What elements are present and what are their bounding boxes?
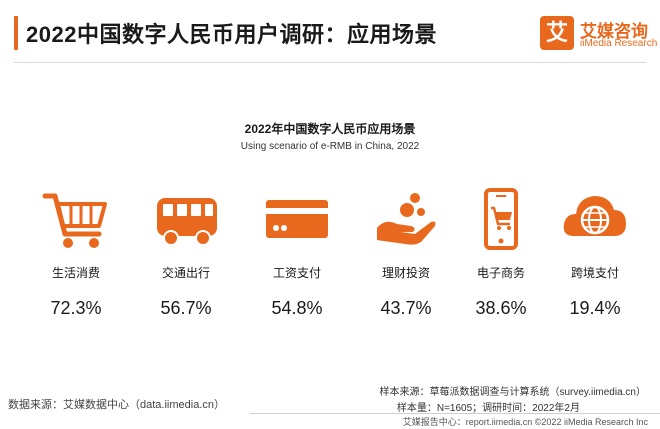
credit-card-icon [266,200,328,238]
scenario-item: 生活消费 72.3% [26,188,126,318]
scenario-item: 工资支付 54.8% [247,188,347,318]
copyright: 艾媒报告中心：report.iimedia.cn ©2022 iiMedia R… [402,417,648,427]
scenario-label: 电子商务 [476,266,525,280]
scenario-item: 电子商务 38.6% [451,188,551,318]
header-divider [14,62,646,63]
shopping-cart-icon [42,193,107,248]
scenario-value: 19.4% [569,298,621,318]
data-source: 数据来源：艾媒数据中心（data.iimedia.cn） [8,399,225,411]
mobile-shop-icon [484,188,518,250]
scenario-label: 工资支付 [272,266,321,280]
brand-logo-block: 艾 艾媒咨询 iiMedia Research [540,16,658,54]
scenario-item: 交通出行 56.7% [136,188,236,318]
scenario-label: 跨境支付 [570,266,619,280]
brand-name: 艾媒咨询 [580,22,648,41]
scenario-item: 理财投资 43.7% [356,188,456,318]
scenario-label: 交通出行 [161,266,210,280]
sample-size: 样本量：N=1605；调研时间：2022年2月 [396,403,580,414]
brand-logo-icon: 艾 [540,16,574,50]
bus-icon [157,198,217,246]
scenario-value: 43.7% [380,298,432,318]
scenario-value: 56.7% [160,298,212,318]
scenario-value: 72.3% [50,298,102,318]
title-accent-bar [14,16,18,50]
footer-divider [250,413,660,414]
scenario-label: 生活消费 [51,266,100,280]
brand-name-en: iiMedia Research [580,38,658,49]
globe-cloud-icon [563,196,626,236]
sample-source: 样本来源：草莓派数据调查与计算系统（survey.iimedia.cn） [379,387,646,398]
hand-coins-icon [377,193,436,245]
scenario-value: 38.6% [475,298,527,318]
scenario-item: 跨境支付 19.4% [545,188,645,318]
scenario-value: 54.8% [271,298,323,318]
page-title: 2022中国数字人民币用户调研：应用场景 [26,22,437,47]
chart-title: 2022年中国数字人民币应用场景 [244,122,416,136]
chart-subtitle: Using scenario of e-RMB in China, 2022 [240,141,420,152]
scenario-label: 理财投资 [381,266,430,280]
